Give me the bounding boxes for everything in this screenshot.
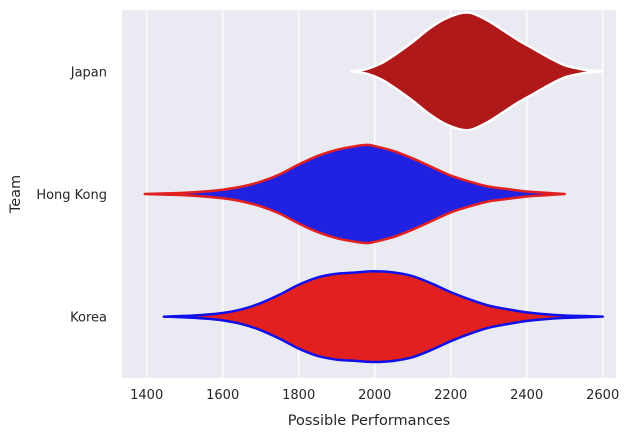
x-tick-label: 2200 [434, 388, 467, 403]
x-tick-label: 1400 [130, 388, 163, 403]
violins [143, 11, 604, 364]
y-category-label: Hong Kong [36, 188, 107, 203]
x-tick-label: 2400 [510, 388, 543, 403]
violin-hong-kong [143, 143, 566, 245]
y-category-label: Japan [70, 65, 107, 80]
y-category-label: Korea [70, 311, 107, 326]
x-tick-label: 1800 [282, 388, 315, 403]
x-tick-label: 2600 [586, 388, 619, 403]
x-axis-label: Possible Performances [288, 413, 450, 429]
x-tick-labels: 1400 1600 1800 2000 2200 2400 2600 [130, 388, 619, 403]
y-axis-label: Team [8, 175, 24, 214]
violin-japan [350, 11, 604, 132]
violin-korea [162, 270, 604, 364]
y-category-labels: Japan Hong Kong Korea [36, 65, 107, 325]
x-tick-label: 2000 [358, 388, 391, 403]
x-tick-label: 1600 [206, 388, 239, 403]
